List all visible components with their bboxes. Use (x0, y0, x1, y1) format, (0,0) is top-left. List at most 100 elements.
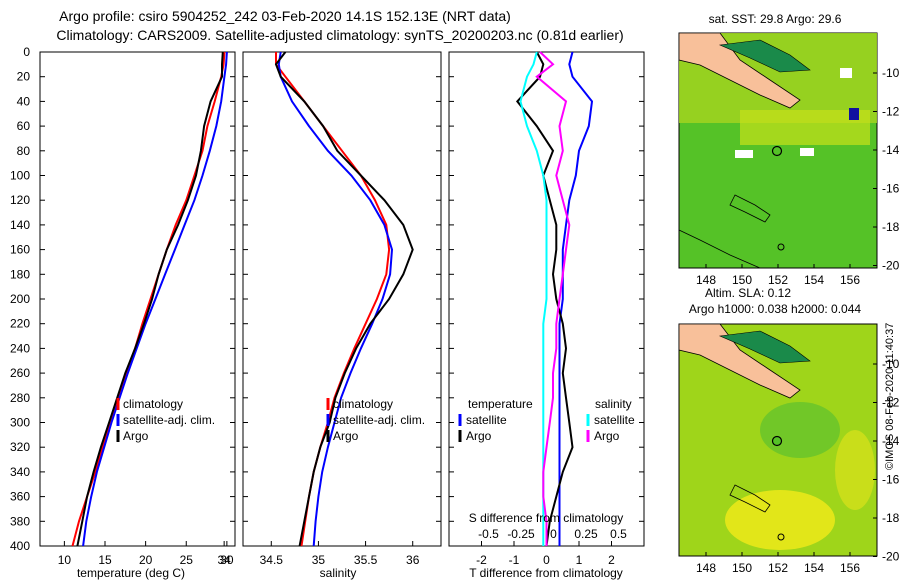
depth-tick-label: 100 (10, 169, 30, 183)
depth-tick-label: 200 (10, 292, 30, 306)
difference-legend: temperature satellite Argo salinity sate… (458, 397, 635, 443)
map-y-tick-label: -10 (882, 66, 900, 80)
x-tick-label: 15 (98, 553, 112, 567)
x-tick-label: -2 (476, 553, 487, 567)
sst-map-title: sat. SST: 29.8 Argo: 29.6 (709, 12, 842, 26)
map-y-tick-label: -14 (882, 434, 900, 448)
cloud-gap (800, 148, 814, 156)
series-line-s-argo (535, 51, 571, 546)
salinity-panel-frame (242, 51, 442, 547)
reef-outline (729, 194, 771, 223)
depth-tick-label: 180 (10, 267, 30, 281)
series-line-satellite-adj--clim- (82, 51, 228, 547)
legend-argo-label: Argo (123, 429, 149, 443)
sst-map-axes: -10 -12 -14 -16 -18 -20 148 150 152 154 156 (696, 66, 900, 287)
cold-patch (849, 108, 859, 120)
map-y-tick-label: -10 (882, 357, 900, 371)
depth-tick-label: 400 (10, 539, 30, 553)
figure-title-line1: Argo profile: csiro 5904252_242 03-Feb-2… (59, 8, 511, 24)
series-line-t-satellite (558, 51, 594, 546)
x-tick-label: 36 (406, 553, 420, 567)
series-line-argo (76, 51, 224, 547)
sla-low-region (760, 402, 840, 458)
x-tick-label: 35 (312, 553, 326, 567)
map-x-tick-label: 154 (804, 561, 824, 575)
figure-title-line2: Climatology: CARS2009. Satellite-adjuste… (56, 27, 623, 43)
series-line-climatology (71, 51, 226, 547)
x-tick-label: 1 (576, 553, 583, 567)
sla-mid-region (835, 430, 875, 510)
series-line-satellite-adj--clim- (277, 51, 394, 547)
depth-tick-label: 0 (23, 45, 30, 59)
sst-map (678, 32, 878, 269)
difference-xlabel: T difference from climatology (469, 566, 623, 580)
difference-top-xlabel: S difference from climatology (469, 511, 624, 525)
legend-s-sat-label: satellite (594, 413, 635, 427)
x-tick-label: 2 (608, 553, 615, 567)
series-line-s-satellite (519, 51, 548, 546)
temperature-legend: climatology satellite-adj. clim. Argo (116, 397, 215, 443)
difference-plot: -2 -1 0 1 2 -0.5 -0.25 0 0.25 0.5 (476, 51, 627, 567)
x-tick-label: 30 (220, 553, 234, 567)
temperature-plot: 10 15 20 25 30 (58, 51, 234, 567)
legend-salinity-title: salinity (595, 397, 632, 411)
map-y-tick-label: -20 (882, 550, 900, 564)
shelf-contour (678, 229, 761, 269)
sla-map-title1: Altim. SLA: 0.12 (705, 286, 791, 300)
map-y-tick-label: -12 (882, 396, 900, 410)
legend-sat-label: satellite-adj. clim. (123, 413, 215, 427)
map-y-tick-label: -20 (882, 259, 900, 273)
map-y-tick-label: -16 (882, 473, 900, 487)
map-x-tick-label: 150 (732, 273, 752, 287)
depth-tick-label: 40 (17, 94, 31, 108)
legend-t-argo-label: Argo (466, 429, 492, 443)
map-y-tick-label: -12 (882, 105, 900, 119)
cloud-gap (735, 150, 753, 158)
depth-tick-label: 340 (10, 465, 30, 479)
map-x-tick-label: 156 (840, 273, 860, 287)
legend-clim-label: climatology (123, 397, 183, 411)
depth-tick-label: 20 (17, 70, 31, 84)
map-x-tick-label: 156 (840, 561, 860, 575)
x-tick-label: 35.5 (354, 553, 378, 567)
sla-map-axes: -10 -12 -14 -16 -18 -20 148 150 152 154 156 (696, 357, 900, 575)
x-tick-label: 34.5 (260, 553, 284, 567)
depth-axis: 0 20 40 60 80 100 120 140 160 180 200 220 240 260 280 3… (10, 45, 644, 553)
depth-tick-label: 140 (10, 218, 30, 232)
salinity-plot: 34 34.5 35 35.5 36 (217, 51, 420, 567)
depth-tick-label: 260 (10, 366, 30, 380)
islands-shape (718, 330, 811, 364)
map-x-tick-label: 152 (768, 561, 788, 575)
islands-shape (718, 39, 811, 73)
sla-map (678, 323, 878, 557)
series-line-climatology (275, 52, 391, 547)
temperature-panel-frame (39, 51, 236, 547)
legend-s-argo-label: Argo (594, 429, 620, 443)
salinity-legend: climatology satellite-adj. clim. Argo (326, 397, 425, 443)
map-x-tick-label: 148 (696, 273, 716, 287)
map-x-tick-label: 148 (696, 561, 716, 575)
copyright-label: ©IMOS 08-Feb-2020 11:40:37 (884, 323, 896, 470)
legend-clim-label: climatology (333, 397, 393, 411)
series-line-t-argo (515, 51, 574, 547)
map-x-tick-label: 150 (732, 561, 752, 575)
series-line-argo (274, 51, 414, 547)
x-tick-label: 34 (217, 553, 231, 567)
x-tick-label: 20 (139, 553, 153, 567)
depth-tick-label: 60 (17, 119, 31, 133)
salinity-xlabel: salinity (320, 566, 357, 580)
map-y-tick-label: -18 (882, 511, 900, 525)
map-y-tick-label: -16 (882, 182, 900, 196)
depth-tick-label: 220 (10, 317, 30, 331)
sst-warmer-band (740, 110, 870, 145)
x-tick-label: 0 (543, 553, 550, 567)
top-x-tick-label: 0.5 (610, 527, 627, 541)
depth-tick-label: 280 (10, 391, 30, 405)
sla-high-region (725, 490, 835, 550)
top-x-tick-label: -0.5 (478, 527, 499, 541)
map-y-tick-label: -14 (882, 143, 900, 157)
argo-location-marker (771, 145, 783, 157)
depth-tick-label: 80 (17, 144, 31, 158)
top-x-tick-label: 0 (550, 527, 557, 541)
